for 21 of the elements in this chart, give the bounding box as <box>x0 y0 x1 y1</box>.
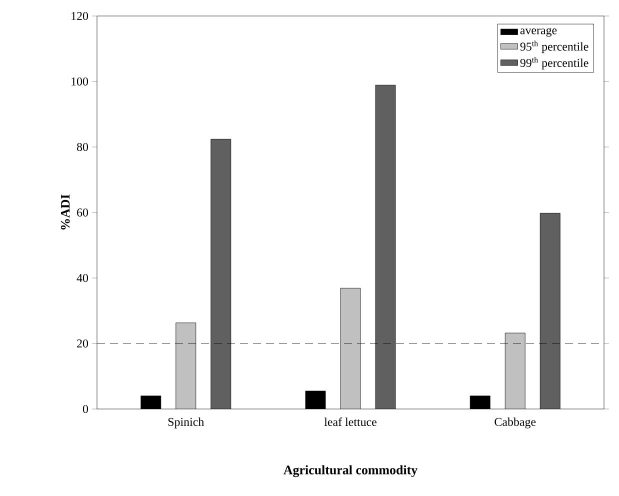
bar <box>176 322 196 409</box>
bar <box>340 288 361 409</box>
legend-label: average <box>520 28 557 37</box>
x-axis-title: Agricultural commodity <box>284 465 418 478</box>
legend-label: 99$^{th}$ percentile <box>520 57 588 70</box>
y-tick-label: 0 <box>82 404 88 414</box>
x-tick-label: leaf lettuce <box>324 418 376 426</box>
y-tick-label: 80 <box>76 142 88 152</box>
y-tick-label: 40 <box>76 274 88 282</box>
legend-label: 95$^{th}$ percentile <box>520 40 588 54</box>
y-tick-label: 120 <box>72 12 88 20</box>
bar <box>375 84 396 409</box>
bar <box>540 212 560 409</box>
y-tick-label: 60 <box>77 208 88 217</box>
bar <box>210 138 232 409</box>
bar <box>504 332 526 409</box>
y-axis-title: %ADI <box>60 194 70 230</box>
x-tick-label: Cabbage <box>494 418 536 428</box>
y-tick-label: 100 <box>72 77 88 86</box>
x-tick-label: Spinich <box>168 418 204 428</box>
y-tick-label: 20 <box>77 339 88 348</box>
